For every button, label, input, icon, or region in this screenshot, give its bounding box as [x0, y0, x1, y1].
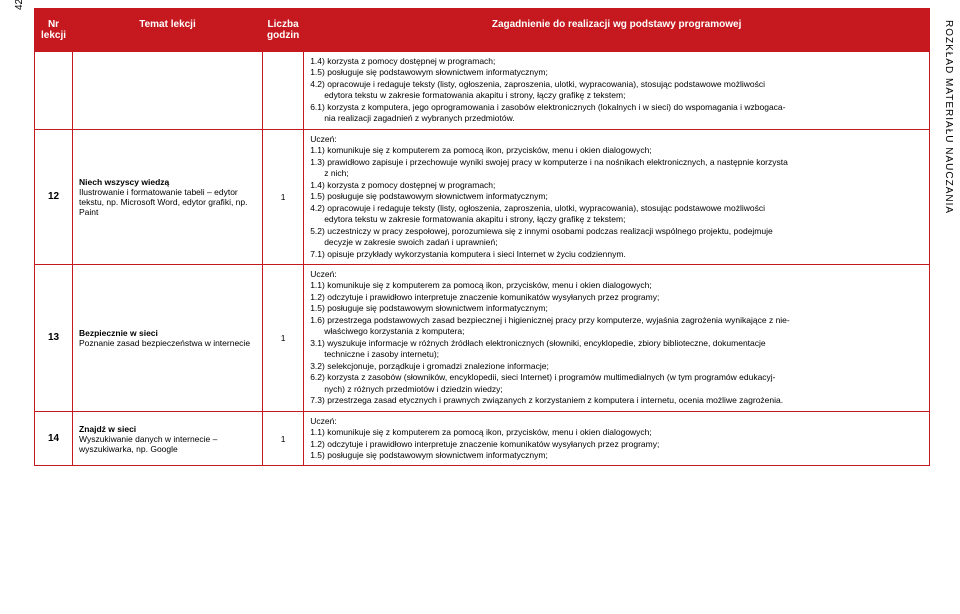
uczen-label: Uczeń: — [310, 416, 923, 427]
table-row: 13Bezpiecznie w sieciPoznanie zasad bezp… — [35, 264, 930, 411]
cell-zag: Uczeń:1.1) komunikuje się z komputerem z… — [304, 129, 930, 264]
table-row: 12Niech wszyscy wiedząIlustrowanie i for… — [35, 129, 930, 264]
content-line: nia realizacji zagadnień z wybranych prz… — [310, 113, 923, 124]
cell-nr: 14 — [35, 411, 73, 466]
content-line: edytora tekstu w zakresie formatowania a… — [310, 90, 923, 101]
content-line: 1.3) prawidłowo zapisuje i przechowuje w… — [310, 157, 923, 168]
content-line: 4.2) opracowuje i redaguje teksty (listy… — [310, 79, 923, 90]
header-nr: Nr lekcji — [35, 9, 73, 52]
cell-zag: Uczeń:1.1) komunikuje się z komputerem z… — [304, 411, 930, 466]
content-line: 7.3) przestrzega zasad etycznych i prawn… — [310, 395, 923, 406]
cell-nr: 12 — [35, 129, 73, 264]
content-line: 1.1) komunikuje się z komputerem za pomo… — [310, 427, 923, 438]
content-line: 1.4) korzysta z pomocy dostępnej w progr… — [310, 180, 923, 191]
temat-subtitle: Ilustrowanie i formatowanie tabeli – edy… — [79, 187, 256, 217]
content-line: 5.2) uczestniczy w pracy zespołowej, por… — [310, 226, 923, 237]
cell-zag-top: 1.4) korzysta z pomocy dostępnej w progr… — [304, 52, 930, 130]
temat-subtitle: Poznanie zasad bezpieczeństwa w internec… — [79, 338, 256, 348]
content-line: techniczne i zasoby internetu); — [310, 349, 923, 360]
table-header-row: Nr lekcji Temat lekcji Liczba godzin Zag… — [35, 9, 930, 52]
content-line: 1.5) posługuje się podstawowym słownictw… — [310, 450, 923, 461]
temat-title: Bezpiecznie w sieci — [79, 328, 256, 338]
header-godz: Liczba godzin — [263, 9, 304, 52]
table-body: 1.4) korzysta z pomocy dostępnej w progr… — [35, 52, 930, 466]
content-line: 1.1) komunikuje się z komputerem za pomo… — [310, 280, 923, 291]
content-line: 6.1) korzysta z komputera, jego oprogram… — [310, 102, 923, 113]
header-zag: Zagadnienie do realizacji wg podstawy pr… — [304, 9, 930, 52]
page-number: 42 — [14, 0, 25, 10]
uczen-label: Uczeń: — [310, 269, 923, 280]
curriculum-table: Nr lekcji Temat lekcji Liczba godzin Zag… — [34, 8, 930, 466]
header-temat: Temat lekcji — [73, 9, 263, 52]
table-row: 14Znajdź w sieciWyszukiwanie danych w in… — [35, 411, 930, 466]
content-line: z nich; — [310, 168, 923, 179]
content-line: 3.1) wyszukuje informacje w różnych źród… — [310, 338, 923, 349]
temat-title: Znajdź w sieci — [79, 424, 256, 434]
content-line: 1.6) przestrzega podstawowych zasad bezp… — [310, 315, 923, 326]
cell-temat-top — [73, 52, 263, 130]
content-line: 1.2) odczytuje i prawidłowo interpretuje… — [310, 439, 923, 450]
uczen-label: Uczeń: — [310, 134, 923, 145]
content-line: 1.1) komunikuje się z komputerem za pomo… — [310, 145, 923, 156]
content-line: 1.2) odczytuje i prawidłowo interpretuje… — [310, 292, 923, 303]
content-line: edytora tekstu w zakresie formatowania a… — [310, 214, 923, 225]
cell-nr-top — [35, 52, 73, 130]
content-line: nych) z różnych przedmiotów i dziedzin w… — [310, 384, 923, 395]
content-line: 4.2) opracowuje i redaguje teksty (listy… — [310, 203, 923, 214]
cell-temat: Bezpiecznie w sieciPoznanie zasad bezpie… — [73, 264, 263, 411]
content-line: 7.1) opisuje przykłady wykorzystania kom… — [310, 249, 923, 260]
content-line: 1.4) korzysta z pomocy dostępnej w progr… — [310, 56, 923, 67]
cell-temat: Niech wszyscy wiedząIlustrowanie i forma… — [73, 129, 263, 264]
cell-godz-top — [263, 52, 304, 130]
table-row-top: 1.4) korzysta z pomocy dostępnej w progr… — [35, 52, 930, 130]
content-line: decyzje w zakresie swoich zadań i uprawn… — [310, 237, 923, 248]
content-line: 1.5) posługuje się podstawowym słownictw… — [310, 191, 923, 202]
side-title: ROZKŁAD MATERIAŁU NAUCZANIA — [943, 20, 954, 214]
cell-temat: Znajdź w sieciWyszukiwanie danych w inte… — [73, 411, 263, 466]
content-line: 1.5) posługuje się podstawowym słownictw… — [310, 67, 923, 78]
cell-godz: 1 — [263, 411, 304, 466]
content-line: 6.2) korzysta z zasobów (słowników, ency… — [310, 372, 923, 383]
cell-nr: 13 — [35, 264, 73, 411]
temat-subtitle: Wyszukiwanie danych w internecie – wyszu… — [79, 434, 256, 454]
temat-title: Niech wszyscy wiedzą — [79, 177, 256, 187]
content-line: właściwego korzystania z komputera; — [310, 326, 923, 337]
content-line: 1.5) posługuje się podstawowym słownictw… — [310, 303, 923, 314]
cell-godz: 1 — [263, 264, 304, 411]
content-line: 3.2) selekcjonuje, porządkuje i gromadzi… — [310, 361, 923, 372]
cell-zag: Uczeń:1.1) komunikuje się z komputerem z… — [304, 264, 930, 411]
cell-godz: 1 — [263, 129, 304, 264]
